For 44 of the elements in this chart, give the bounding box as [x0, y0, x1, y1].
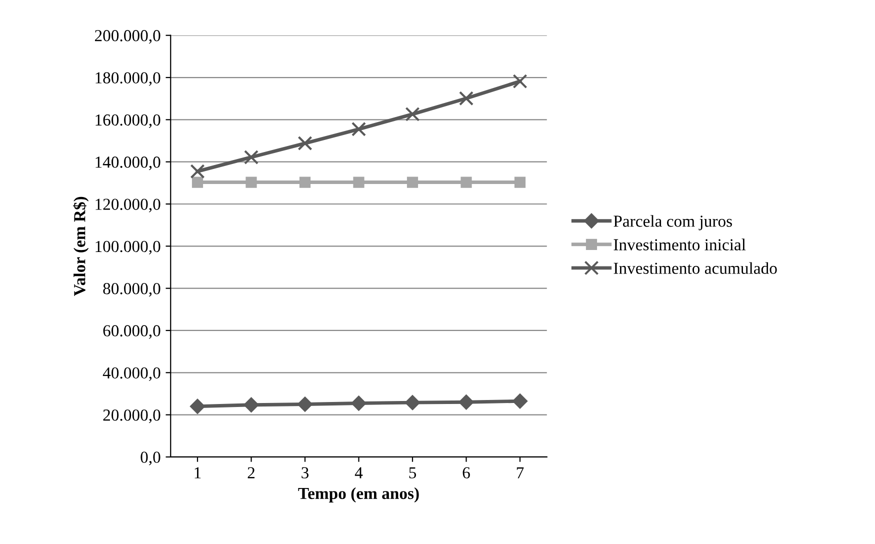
x-tick-label: 5 — [409, 467, 416, 478]
x-tick-label: 3 — [302, 467, 309, 478]
point — [512, 74, 528, 89]
point — [458, 91, 474, 106]
y-tick-label: 80.000,0 — [103, 283, 160, 297]
point — [244, 397, 259, 412]
point — [244, 150, 259, 164]
point — [192, 176, 204, 188]
x-tick-label: 6 — [462, 467, 470, 478]
point — [351, 396, 366, 411]
legend-label: Parcela com juros — [614, 215, 732, 230]
point — [514, 176, 526, 188]
legend-label: Investimento inicial — [614, 238, 746, 250]
x-tick-label: 7 — [516, 467, 524, 478]
legend-label: Investimento acumulado — [614, 262, 777, 274]
point — [351, 122, 366, 136]
y-tick-label: 100.000,0 — [96, 240, 160, 255]
x-tick-label: 1 — [194, 467, 201, 478]
y-axis-title: Valor (em R$) — [73, 196, 89, 296]
point — [246, 176, 257, 188]
point — [297, 396, 313, 412]
y-tick-label: 60.000,0 — [103, 325, 160, 339]
y-tick-label: 160.000,0 — [96, 114, 160, 128]
y-tick-label: 20.000,0 — [103, 410, 160, 424]
x-axis-title: Tempo (em anos) — [298, 487, 419, 502]
y-tick-label: 120.000,0 — [96, 198, 160, 212]
point — [460, 176, 472, 188]
point — [299, 176, 311, 188]
point — [190, 398, 206, 414]
point — [190, 164, 205, 179]
y-tick-label: 140.000,0 — [96, 156, 160, 170]
point — [458, 394, 474, 410]
y-tick-label: 180.000,0 — [96, 72, 160, 86]
point — [512, 394, 528, 409]
point — [406, 176, 418, 188]
point — [405, 106, 420, 122]
point — [353, 176, 364, 188]
point — [298, 136, 312, 151]
y-tick-label: 200.000,0 — [94, 30, 160, 44]
x-tick-label: 4 — [354, 467, 363, 478]
y-tick-label: 40.000,0 — [102, 367, 160, 381]
point — [404, 395, 420, 410]
x-tick-label: 2 — [248, 467, 254, 478]
y-tick-label: 0,0 — [140, 452, 160, 466]
